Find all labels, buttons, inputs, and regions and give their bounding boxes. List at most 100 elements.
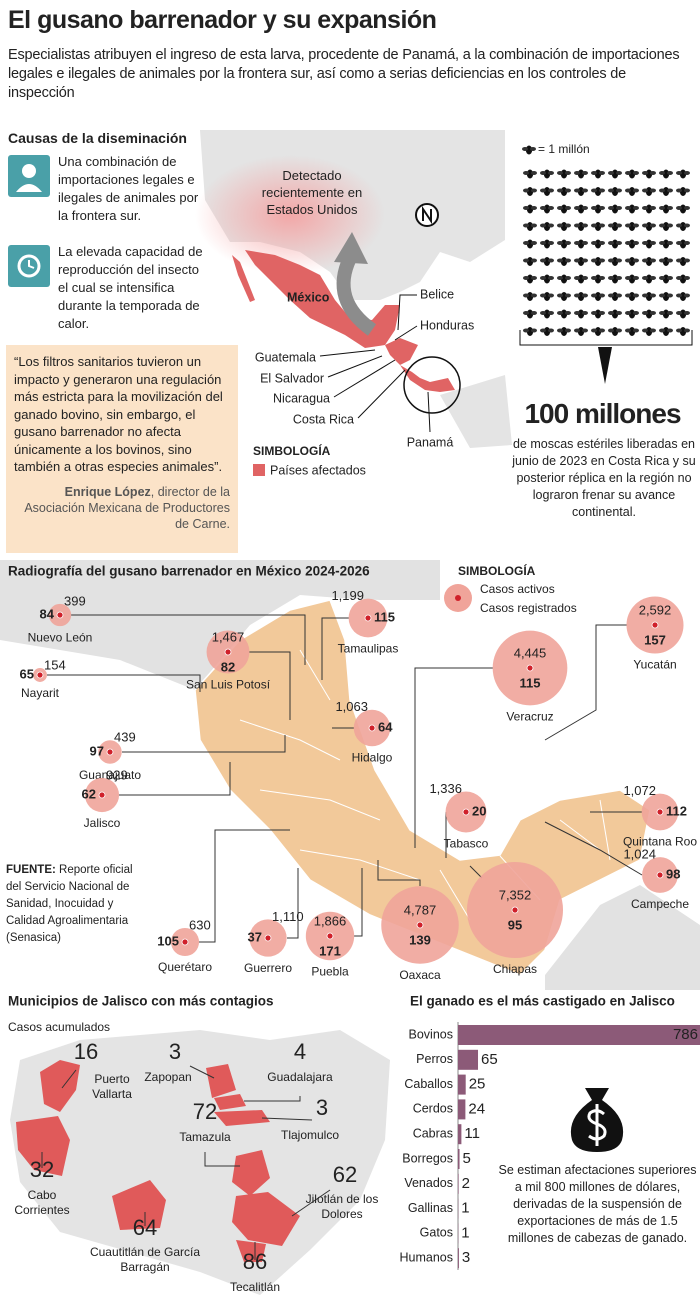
country-label: El Salvador: [260, 371, 324, 385]
fly-body: [679, 239, 687, 249]
municipality: [214, 1110, 270, 1126]
fly-wing: [684, 223, 690, 228]
fly-body: [594, 169, 602, 179]
fly-wing: [574, 258, 580, 263]
fly-wing: [599, 258, 605, 263]
active-dot: [462, 808, 470, 816]
fly-wing: [591, 276, 597, 280]
fly-wing: [667, 188, 673, 193]
fly: [625, 309, 639, 319]
fly-wing: [676, 206, 682, 210]
fly-wing: [642, 206, 648, 210]
fly: [625, 187, 639, 196]
fly-wing: [531, 328, 537, 333]
fly-wing: [599, 241, 605, 245]
fly: [642, 187, 656, 196]
fly-wing: [523, 311, 529, 315]
jalisco-shape: [10, 1030, 390, 1295]
author-role: , director de la Asociación Mexicana de …: [24, 484, 230, 531]
fly-wing: [659, 223, 665, 228]
municipality-value: 3: [315, 1095, 329, 1120]
active-label: 98: [666, 866, 680, 881]
fly: [642, 239, 656, 249]
fly: [523, 309, 537, 319]
fly-body: [577, 309, 585, 319]
fly: [659, 257, 673, 266]
fly-wing: [557, 188, 563, 193]
active-dot: [511, 906, 519, 914]
fly-wing: [548, 171, 554, 175]
fly-body: [628, 239, 636, 249]
fly-wing: [574, 241, 580, 245]
fly: [557, 204, 571, 214]
fly-wing: [676, 188, 682, 193]
fly-wing: [650, 223, 656, 228]
fly: [591, 169, 605, 179]
fly-wing: [642, 223, 648, 228]
fly: [676, 187, 690, 196]
fly-body: [526, 257, 534, 266]
state-name: Campeche: [631, 897, 689, 911]
value-label: 24: [468, 1100, 485, 1117]
state-name: Puebla: [311, 964, 349, 978]
leader-line: [397, 294, 417, 331]
source: FUENTE: Reporte oficial del Servicio Nac…: [6, 862, 142, 947]
bar: [458, 1099, 466, 1120]
category-label: Caballos: [404, 1077, 453, 1091]
leader-line: [544, 821, 643, 876]
fly-wing: [650, 328, 656, 333]
fly-wing: [650, 188, 656, 193]
fly-wing: [565, 276, 571, 280]
country-label: Belice: [420, 287, 454, 301]
fly-wing: [676, 171, 682, 175]
leader-line: [119, 762, 231, 796]
fly-wing: [667, 328, 673, 333]
fly-body: [679, 274, 687, 284]
active-label: 115: [374, 609, 395, 624]
fly: [574, 222, 588, 231]
fly-body: [543, 187, 551, 196]
fly-body: [560, 187, 568, 196]
fly-wing: [667, 206, 673, 210]
fly-wing: [591, 223, 597, 228]
fly-wing: [616, 258, 622, 263]
fly-wing: [599, 171, 605, 175]
fly-body: [594, 204, 602, 214]
municipality-value: 16: [73, 1039, 99, 1064]
section-title: Radiografía del gusano barrenador en Méx…: [8, 564, 370, 579]
fly: [523, 169, 537, 179]
fly-wing: [676, 223, 682, 228]
leader-line: [354, 868, 363, 937]
active-label: 105: [157, 933, 179, 948]
municipality: [40, 1060, 80, 1112]
fly-wing: [548, 276, 554, 280]
fly: [608, 169, 622, 179]
fly-body: [679, 327, 687, 336]
fly: [574, 274, 588, 284]
fly: [625, 257, 639, 266]
fly: [659, 327, 673, 336]
fly-body: [577, 187, 585, 196]
fly-body: [628, 309, 636, 319]
fly-wing: [650, 171, 656, 175]
fly-body: [526, 292, 534, 301]
fly-wing: [582, 328, 588, 333]
fly-wing: [565, 241, 571, 245]
registered-label: 929: [106, 767, 128, 782]
land: [440, 375, 512, 448]
fly: [591, 239, 605, 249]
fly: [676, 239, 690, 249]
fly: [642, 204, 656, 214]
fly: [642, 257, 656, 266]
fly-wing: [676, 328, 682, 333]
fly-body: [628, 222, 636, 231]
chart-note: Se estiman afectaciones superiores a mil…: [498, 1163, 697, 1245]
fly-body: [628, 292, 636, 301]
registered-label: 439: [114, 730, 136, 745]
active-label: 82: [221, 659, 235, 674]
active-dot: [98, 791, 106, 799]
section-subtitle: Casos acumulados: [8, 1020, 110, 1034]
fly-wing: [642, 258, 648, 263]
fly-wing: [574, 171, 580, 175]
fly-body: [594, 239, 602, 249]
